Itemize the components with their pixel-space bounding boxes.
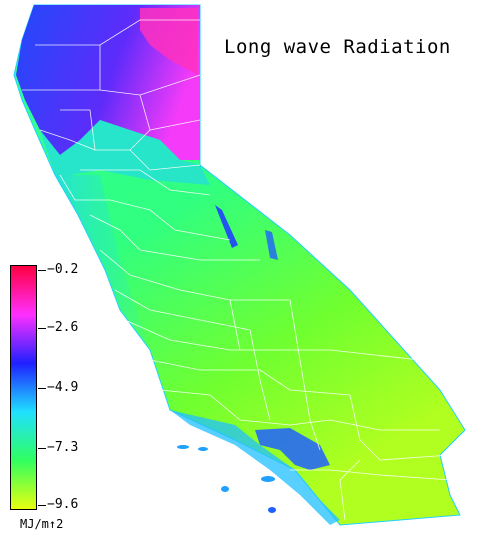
legend-tick-label: −2.6 <box>47 320 79 335</box>
legend-tick-label: −4.9 <box>47 380 79 395</box>
socal-coast-cyan <box>170 410 340 525</box>
island <box>177 445 189 449</box>
map-title: Long wave Radiation <box>224 36 451 58</box>
legend-tick <box>38 448 46 449</box>
transition-band <box>40 120 210 185</box>
island <box>261 476 275 482</box>
island <box>221 486 229 492</box>
northeast-hotspot <box>140 8 198 75</box>
legend-tick-label: −0.2 <box>47 262 79 277</box>
coastal-strip <box>55 175 180 410</box>
legend-tick <box>38 388 46 389</box>
legend-tick <box>38 270 46 271</box>
color-scale-bar <box>10 265 37 510</box>
sierra-streak-2 <box>265 230 278 260</box>
legend-units: MJ/m↑2 <box>20 517 64 531</box>
legend-tick <box>38 505 46 506</box>
county-boundaries <box>22 19 451 521</box>
legend-tick-label: −7.3 <box>47 440 79 455</box>
legend-tick-label: −9.6 <box>47 497 79 512</box>
island <box>268 507 276 513</box>
sierra-streak <box>215 205 238 248</box>
socal-coast <box>255 428 330 470</box>
island <box>198 447 208 451</box>
legend-tick <box>38 328 46 329</box>
